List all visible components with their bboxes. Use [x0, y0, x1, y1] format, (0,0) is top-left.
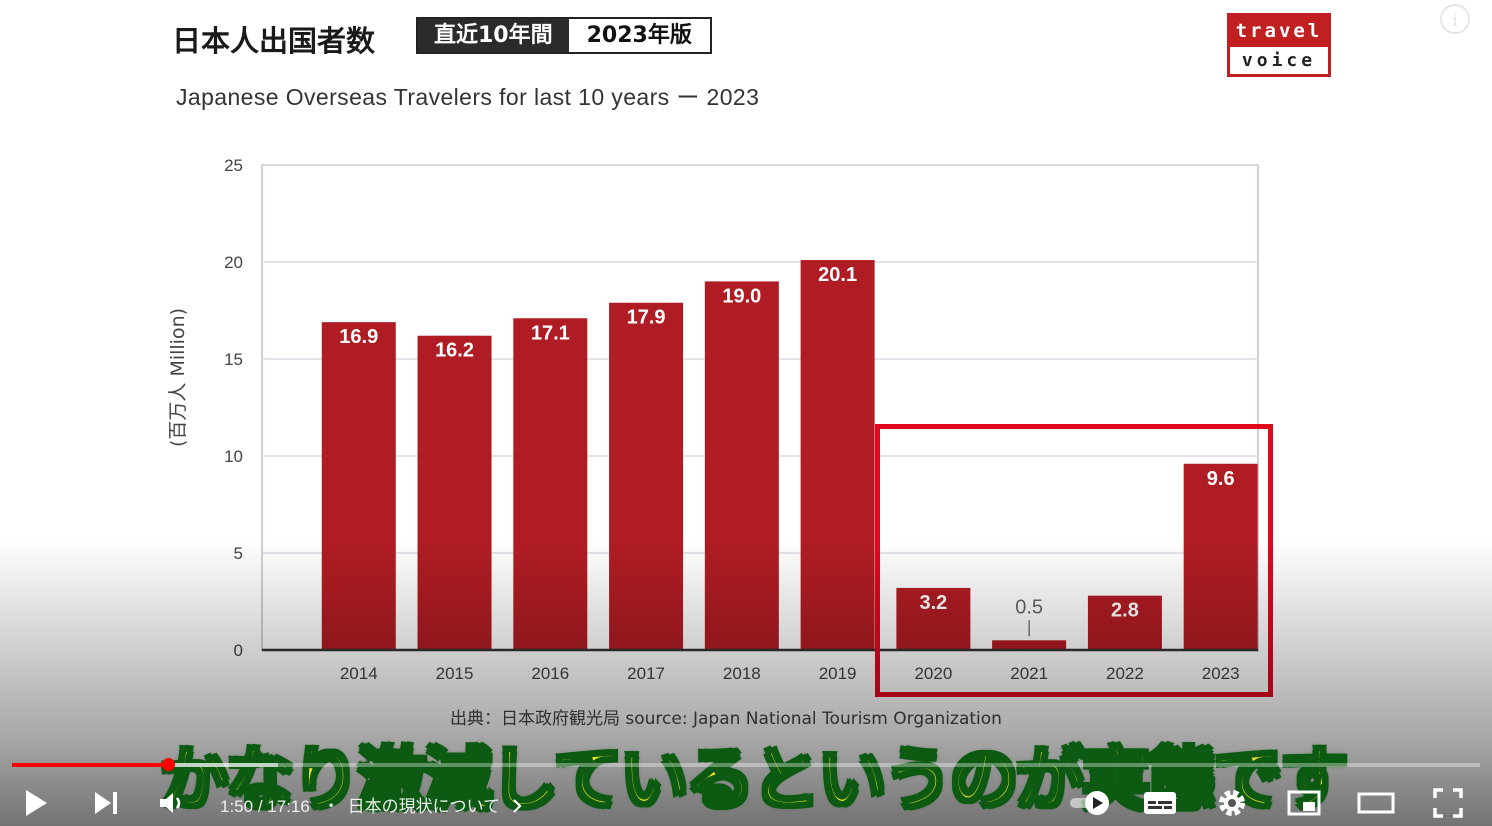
data-label: 20.1 — [818, 264, 857, 286]
next-button[interactable] — [84, 784, 128, 822]
x-tick-label: 2016 — [531, 664, 569, 683]
scrubber-handle[interactable] — [161, 758, 175, 771]
tag-edition: 2023年版 — [568, 19, 710, 52]
theater-mode-button[interactable] — [1354, 784, 1398, 822]
subtitles-button[interactable] — [1140, 784, 1180, 822]
time-display: 1:50 / 17:16 ・日本の現状について — [220, 792, 523, 817]
x-tick-label: 2015 — [436, 664, 474, 683]
miniplayer-icon — [1287, 790, 1321, 816]
y-tick-label: 25 — [224, 156, 243, 175]
bar — [513, 318, 588, 650]
y-axis-label: (百万人 Million) — [167, 307, 189, 447]
settings-button[interactable] — [1212, 784, 1252, 822]
logo-text-bottom: voice — [1241, 50, 1317, 71]
mute-button[interactable] — [154, 784, 190, 822]
autoplay-toggle[interactable] — [1066, 784, 1116, 822]
x-tick-label: 2014 — [340, 664, 378, 683]
fullscreen-button[interactable] — [1428, 784, 1468, 822]
bar — [609, 302, 684, 650]
bar — [800, 260, 875, 650]
time-separator: / — [257, 797, 263, 816]
fullscreen-icon — [1433, 788, 1463, 818]
bar — [321, 322, 396, 650]
travel-voice-logo: travel voice — [1227, 13, 1331, 77]
autoplay-icon — [1070, 791, 1109, 815]
x-tick-label: 2019 — [819, 664, 857, 683]
highlight-box — [875, 424, 1273, 697]
info-icon[interactable]: i — [1440, 4, 1470, 34]
tag-period: 直近10年間 — [418, 19, 569, 52]
current-time: 1:50 — [220, 797, 254, 816]
data-label: 16.2 — [435, 340, 474, 362]
bar — [704, 281, 779, 650]
x-tick-label: 2017 — [627, 664, 665, 683]
y-tick-label: 15 — [224, 350, 243, 369]
data-label: 17.9 — [627, 307, 666, 329]
volume-icon — [160, 793, 181, 813]
play-icon — [26, 790, 47, 816]
chapter-dot: ・ — [322, 797, 340, 816]
play-button[interactable] — [14, 784, 58, 822]
data-label: 9.6 — [1207, 468, 1235, 490]
data-label: 19.0 — [722, 285, 761, 307]
settings-icon — [1219, 790, 1245, 816]
data-label: 16.9 — [339, 326, 378, 348]
slide-tag: 直近10年間 2023年版 — [416, 17, 712, 54]
y-tick-label: 5 — [234, 544, 243, 563]
theater-icon — [1357, 792, 1395, 814]
chevron-right-icon[interactable] — [511, 799, 523, 813]
slide-title-en: Japanese Overseas Travelers for last 10 … — [176, 84, 760, 110]
bar — [417, 335, 492, 650]
y-tick-label: 10 — [224, 447, 243, 466]
miniplayer-button[interactable] — [1284, 784, 1324, 822]
next-icon — [95, 792, 117, 814]
slide-title-jp: 日本人出国者数 — [172, 24, 376, 58]
progress-bar[interactable] — [12, 758, 1480, 771]
x-tick-label: 2018 — [723, 664, 761, 683]
y-tick-label: 0 — [234, 641, 243, 660]
logo-text-top: travel — [1230, 16, 1328, 47]
data-label: 17.1 — [531, 322, 570, 344]
duration: 17:16 — [267, 797, 310, 816]
subtitles-icon — [1144, 792, 1176, 814]
chapter-title[interactable]: 日本の現状について — [347, 797, 501, 816]
played-bar — [12, 763, 168, 767]
y-tick-label: 20 — [224, 253, 243, 272]
